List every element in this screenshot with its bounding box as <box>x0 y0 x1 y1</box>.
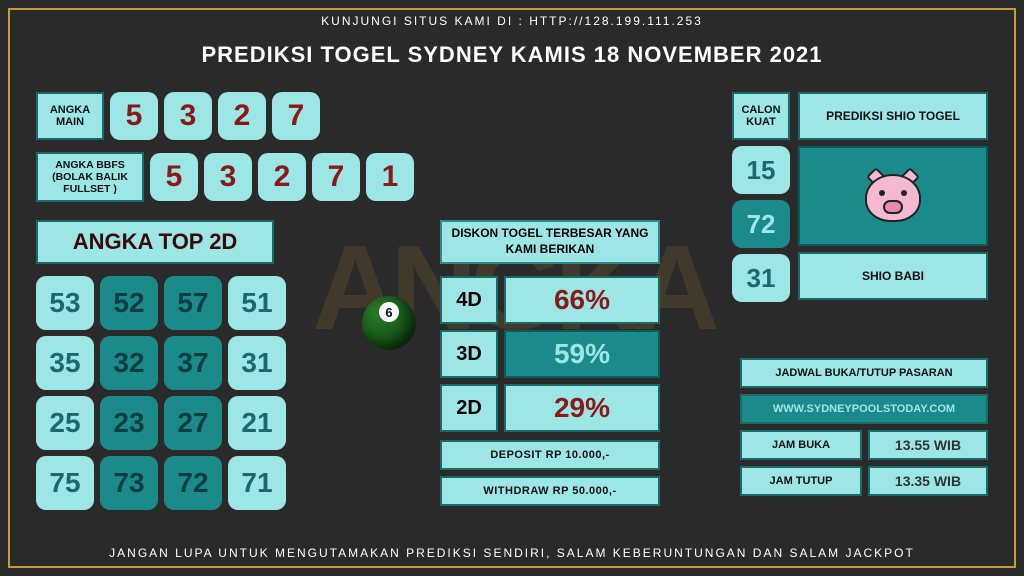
close-label: JAM TUTUP <box>740 466 862 496</box>
calon-number: 15 <box>732 146 790 194</box>
deposit-label: DEPOSIT RP 10.000,- <box>440 440 660 470</box>
calon-number: 72 <box>732 200 790 248</box>
diskon-label: DISKON TOGEL TERBESAR YANG KAMI BERIKAN <box>440 220 660 264</box>
top2d-cell: 21 <box>228 396 286 450</box>
diskon-value: 66% <box>504 276 660 324</box>
top2d-cell: 73 <box>100 456 158 510</box>
top2d-cell: 37 <box>164 336 222 390</box>
top2d-header: ANGKA TOP 2D <box>36 220 274 264</box>
angka-bbfs-number: 2 <box>258 153 306 201</box>
schedule-site: WWW.SYDNEYPOOLSTODAY.COM <box>740 394 988 424</box>
top2d-grid: 53525751 35323731 25232721 75737271 <box>36 276 286 510</box>
angka-bbfs-number: 1 <box>366 153 414 201</box>
top2d-cell: 71 <box>228 456 286 510</box>
angka-main-row: ANGKA MAIN 5327 <box>36 92 320 140</box>
top2d-cell: 35 <box>36 336 94 390</box>
open-time: 13.55 WIB <box>868 430 988 460</box>
top2d-cell: 32 <box>100 336 158 390</box>
close-time: 13.35 WIB <box>868 466 988 496</box>
diskon-table: 4D66%3D59%2D29% <box>440 276 660 432</box>
calon-kuat-column: CALON KUAT 15 72 31 <box>732 92 790 302</box>
page-title: PREDIKSI TOGEL SYDNEY KAMIS 18 NOVEMBER … <box>201 42 822 68</box>
header-url: KUNJUNGI SITUS KAMI DI : HTTP://128.199.… <box>321 14 703 28</box>
calon-kuat-label: CALON KUAT <box>732 92 790 140</box>
diskon-value: 59% <box>504 330 660 378</box>
schedule-title: JADWAL BUKA/TUTUP PASARAN <box>740 358 988 388</box>
top2d-cell: 27 <box>164 396 222 450</box>
diskon-key: 3D <box>440 330 498 378</box>
shio-name: SHIO BABI <box>798 252 988 300</box>
top2d-cell: 75 <box>36 456 94 510</box>
top2d-cell: 31 <box>228 336 286 390</box>
top2d-cell: 57 <box>164 276 222 330</box>
angka-bbfs-number: 5 <box>150 153 198 201</box>
angka-bbfs-row: ANGKA BBFS (BOLAK BALIK FULLSET ) 53271 <box>36 152 414 202</box>
angka-bbfs-number: 3 <box>204 153 252 201</box>
calon-number: 31 <box>732 254 790 302</box>
deposit-withdraw-box: DEPOSIT RP 10.000,- WITHDRAW RP 50.000,- <box>440 440 660 506</box>
top2d-cell: 52 <box>100 276 158 330</box>
angka-bbfs-number: 7 <box>312 153 360 201</box>
schedule-panel: JADWAL BUKA/TUTUP PASARAN WWW.SYDNEYPOOL… <box>740 358 988 496</box>
shio-title: PREDIKSI SHIO TOGEL <box>798 92 988 140</box>
angka-bbfs-label: ANGKA BBFS (BOLAK BALIK FULLSET ) <box>36 152 144 202</box>
withdraw-label: WITHDRAW RP 50.000,- <box>440 476 660 506</box>
shio-panel: PREDIKSI SHIO TOGEL SHIO BABI <box>798 92 988 300</box>
angka-main-number: 5 <box>110 92 158 140</box>
angka-main-number: 3 <box>164 92 212 140</box>
pig-icon <box>861 168 925 224</box>
angka-main-number: 7 <box>272 92 320 140</box>
top2d-cell: 25 <box>36 396 94 450</box>
top2d-cell: 72 <box>164 456 222 510</box>
open-label: JAM BUKA <box>740 430 862 460</box>
diskon-key: 4D <box>440 276 498 324</box>
billiard-ball-decoration <box>362 296 416 350</box>
footer-text: JANGAN LUPA UNTUK MENGUTAMAKAN PREDIKSI … <box>109 546 915 560</box>
diskon-key: 2D <box>440 384 498 432</box>
top2d-cell: 53 <box>36 276 94 330</box>
diskon-value: 29% <box>504 384 660 432</box>
shio-image <box>798 146 988 246</box>
top2d-cell: 23 <box>100 396 158 450</box>
angka-main-number: 2 <box>218 92 266 140</box>
angka-main-label: ANGKA MAIN <box>36 92 104 140</box>
top2d-cell: 51 <box>228 276 286 330</box>
